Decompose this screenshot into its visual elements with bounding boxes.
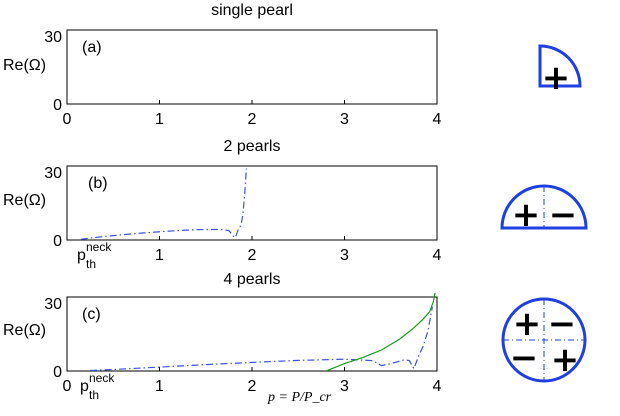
inset-b-outline bbox=[500, 184, 588, 230]
panel-c-ylabel: Re(Ω) bbox=[3, 322, 46, 339]
panel-c-threshold-label: p th neck bbox=[80, 371, 115, 402]
panel-b: 2 pearls (b) Re(Ω) 0 30 1 2 3 4 p th nec… bbox=[3, 138, 588, 271]
panel-b-title: 2 pearls bbox=[224, 138, 281, 155]
panel-c-ytick-0: 0 bbox=[53, 364, 62, 381]
panel-c-pth-sup: neck bbox=[89, 371, 115, 385]
panel-b-ytick-0: 0 bbox=[53, 233, 62, 250]
panel-c-xtick-2: 2 bbox=[248, 378, 257, 395]
panel-a-label: (a) bbox=[82, 39, 102, 56]
panel-c-axes bbox=[66, 296, 438, 372]
panel-b-threshold-label: p th neck bbox=[77, 240, 112, 271]
panel-b-xtick-2: 2 bbox=[248, 247, 257, 264]
panel-a-xtick-1: 1 bbox=[155, 111, 164, 128]
panel-1-series-0-line bbox=[80, 168, 247, 240]
inset-c-sign-plus-bottom: + bbox=[551, 340, 580, 380]
panel-b-axes bbox=[66, 165, 438, 241]
panel-b-pth-sub: th bbox=[86, 257, 96, 271]
panel-c-xtick-4: 4 bbox=[433, 378, 442, 395]
panel-b-xtick-1: 1 bbox=[155, 247, 164, 264]
panel-c-title: 4 pearls bbox=[224, 271, 281, 288]
panel-c-xtick-3: 3 bbox=[340, 378, 349, 395]
panel-c-xtick-0: 0 bbox=[63, 378, 72, 395]
panel-b-ytick-30: 30 bbox=[44, 165, 62, 182]
panel-b-pth-sup: neck bbox=[86, 240, 112, 254]
panel-b-pth-p: p bbox=[77, 247, 86, 264]
panel-a: single pearl (a) Re(Ω) 0 30 0 1 2 3 4 + bbox=[3, 2, 582, 128]
panel-c-xtick-1: 1 bbox=[155, 378, 164, 395]
panel-2-series-1-line bbox=[325, 293, 436, 371]
inset-a-sign-plus: + bbox=[542, 58, 571, 98]
inset-c-sign-plus-top: + bbox=[513, 304, 542, 344]
panel-b-xtick-3: 3 bbox=[340, 247, 349, 264]
panel-a-xtick-4: 4 bbox=[433, 111, 442, 128]
panel-b-label: (b) bbox=[88, 175, 108, 192]
inset-a-outline bbox=[538, 44, 582, 88]
panel-2-series-0-line bbox=[90, 306, 433, 371]
inset-c-sign-minus-top: − bbox=[548, 304, 577, 344]
panel-b-ylabel: Re(Ω) bbox=[3, 192, 46, 209]
panel-c-pth-sub: th bbox=[89, 388, 99, 402]
panel-a-ylabel: Re(Ω) bbox=[3, 57, 46, 74]
panel-a-ytick-30: 30 bbox=[44, 29, 62, 46]
inset-b-sign-plus: + bbox=[512, 195, 541, 235]
panel-a-xtick-0: 0 bbox=[63, 111, 72, 128]
panel-c-label: (c) bbox=[82, 306, 101, 323]
panel-c-inset: + − − + bbox=[501, 297, 587, 383]
inset-c-sign-minus-bottom: − bbox=[510, 338, 539, 378]
panel-a-ytick-0: 0 bbox=[53, 97, 62, 114]
panel-a-axes bbox=[66, 29, 438, 105]
panel-a-xtick-3: 3 bbox=[340, 111, 349, 128]
panel-a-inset: + bbox=[538, 44, 582, 98]
inset-b-sign-minus: − bbox=[549, 195, 578, 235]
panel-c: 4 pearls (c) Re(Ω) 0 30 0 1 2 3 4 p th n… bbox=[3, 271, 587, 405]
panel-c-ytick-30: 30 bbox=[44, 296, 62, 313]
panel-b-inset: + − bbox=[500, 184, 588, 235]
panel-c-pth-p: p bbox=[80, 378, 89, 395]
panel-a-title: single pearl bbox=[211, 2, 293, 19]
panel-b-xtick-4: 4 bbox=[433, 247, 442, 264]
panel-a-xtick-2: 2 bbox=[248, 111, 257, 128]
panel-c-xlabel-formula: p = P/P_cr bbox=[267, 390, 332, 405]
